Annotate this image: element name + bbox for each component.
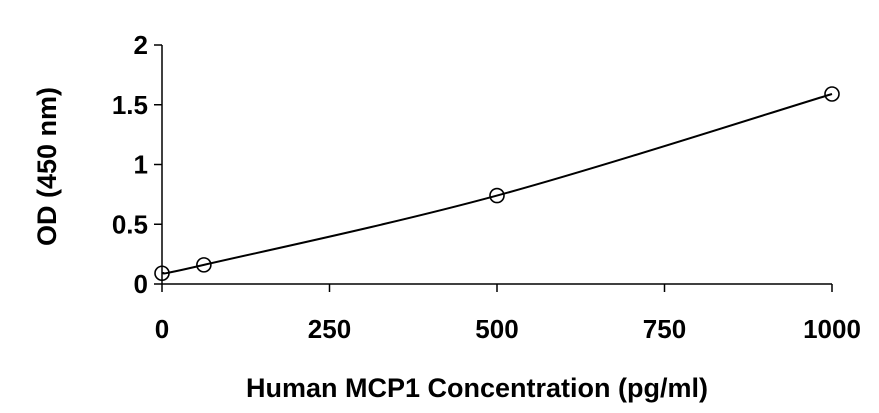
data-point <box>489 187 505 204</box>
y-tick-label: 1 <box>134 150 148 180</box>
trend-curve <box>161 93 833 275</box>
y-tick-label: 0.5 <box>112 209 148 239</box>
data-point <box>154 265 170 282</box>
x-tick-label: 0 <box>155 314 169 344</box>
data-point <box>824 86 840 102</box>
x-tick-label: 1000 <box>803 314 861 344</box>
x-tick-label: 500 <box>475 314 518 344</box>
data-points <box>154 86 840 282</box>
y-tick-label: 2 <box>134 30 148 60</box>
y-ticks: 0 0.5 1 1.5 2 <box>112 30 162 299</box>
x-ticks: 0 250 500 750 1000 <box>155 284 861 344</box>
y-axis-title: OD (450 nm) <box>32 87 62 246</box>
x-tick-label: 250 <box>308 314 351 344</box>
y-tick-label: 0 <box>134 269 148 299</box>
y-tick-label: 1.5 <box>112 90 148 120</box>
axes <box>161 45 832 285</box>
data-point <box>196 257 212 273</box>
x-tick-label: 750 <box>643 314 686 344</box>
x-axis-title: Human MCP1 Concentration (pg/ml) <box>246 373 708 403</box>
